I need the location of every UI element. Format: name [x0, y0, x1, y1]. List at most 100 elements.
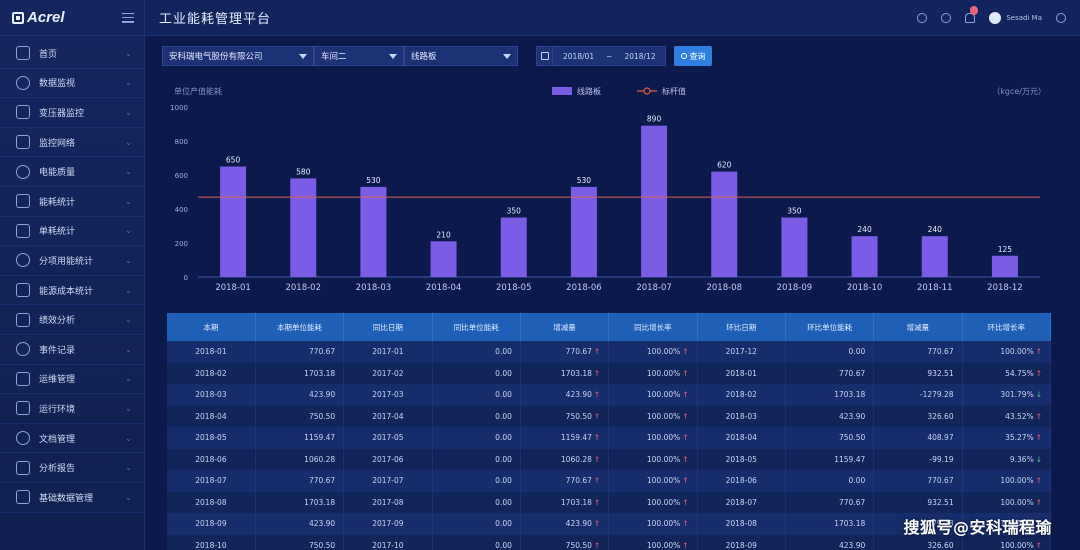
settings-icon[interactable] — [941, 12, 952, 23]
table-cell-value: 2018-04 — [195, 411, 227, 421]
sidebar-item[interactable]: 分项用能统计 ⌄ — [0, 246, 144, 276]
table-cell-value: 2017-07 — [372, 476, 404, 486]
table-cell-value: 100.00% — [646, 476, 681, 486]
date-range-picker[interactable]: 2018/01 ~ 2018/12 — [536, 46, 666, 66]
table-row[interactable]: 2018-10 750.50 2017-10 0.00 750.50 ↑ 100.00% ↑ 2… — [167, 534, 1051, 550]
table-cell: 2018-06 — [167, 448, 256, 470]
sidebar-item[interactable]: 电能质量 ⌄ — [0, 157, 144, 187]
arrow-up-icon: ↑ — [1035, 497, 1042, 507]
menu-toggle-icon[interactable] — [122, 12, 134, 23]
page-title: 工业能耗管理平台 — [159, 12, 272, 27]
arrow-up-icon: ↑ — [1035, 433, 1042, 443]
sidebar-item[interactable]: 事件记录 ⌄ — [0, 335, 144, 365]
table-cell-value: 100.00% — [646, 347, 681, 357]
bar — [360, 186, 387, 277]
table-cell: 1703.18 ↑ — [520, 362, 610, 384]
bar-value-label: 350 — [507, 207, 522, 216]
chevron-down-icon: ⌄ — [125, 315, 132, 325]
y-tick-label: 200 — [175, 240, 188, 248]
table-cell: 750.50 — [255, 534, 345, 550]
table-row[interactable]: 2018-08 1703.18 2017-08 0.00 1703.18 ↑ 100.00%… — [167, 491, 1051, 513]
chevron-down-icon: ⌄ — [125, 344, 132, 354]
arrow-up-icon: ↑ — [682, 476, 689, 486]
table-cell-value: 100.00% — [646, 454, 681, 464]
user-menu[interactable]: Sesadi Ma — [989, 11, 1042, 24]
table-cell: 750.50 — [255, 405, 345, 427]
arrow-up-icon: ↑ — [593, 476, 601, 486]
sidebar-item[interactable]: 文档管理 ⌄ — [0, 424, 144, 454]
bar-value-label: 125 — [998, 245, 1013, 254]
workshop-select[interactable]: 车间二 — [314, 46, 404, 66]
table-cell-value: 770.67 — [565, 476, 592, 486]
sidebar-item[interactable]: 分析报告 ⌄ — [0, 453, 144, 483]
table-row[interactable]: 2018-04 750.50 2017-04 0.00 750.50 ↑ 100.00% ↑ 2… — [167, 405, 1051, 427]
table-cell-value: 1703.18 — [834, 519, 866, 529]
table-cell-value: 932.51 — [927, 368, 954, 378]
table-cell-value: 408.97 — [927, 433, 954, 443]
bar — [430, 241, 457, 277]
table-cell-value: 0.00 — [495, 476, 512, 486]
sidebar-item-label: 分析报告 — [39, 464, 76, 475]
sidebar-item[interactable]: 绩效分析 ⌄ — [0, 305, 144, 335]
sidebar-item[interactable]: 能源成本统计 ⌄ — [0, 276, 144, 306]
table-cell-value: 423.90 — [839, 540, 866, 550]
sidebar-item-label: 变压器监控 — [39, 108, 85, 119]
table-cell: -1279.28 — [873, 513, 963, 535]
table-cell-value: 0.00 — [495, 454, 512, 464]
bar-value-label: 530 — [577, 176, 592, 185]
table-cell-value: 0.00 — [495, 390, 512, 400]
table-cell-value: 0.00 — [495, 368, 512, 378]
line-select[interactable]: 线路板 — [404, 46, 518, 66]
table-cell-value: 2018-06 — [725, 476, 757, 486]
search-icon[interactable] — [917, 12, 928, 23]
table-cell: -99.19 — [873, 448, 963, 470]
arrow-up-icon: ↑ — [682, 433, 689, 443]
table-body: 2018-01 770.67 2017-01 0.00 770.67 ↑ 100.00% ↑ 2… — [167, 341, 1051, 550]
sidebar-item[interactable]: 运行环境 ⌄ — [0, 394, 144, 424]
sidebar-item[interactable]: 运维管理 ⌄ — [0, 365, 144, 395]
table-cell: 2017-08 — [343, 491, 433, 513]
globe-icon[interactable] — [1056, 12, 1066, 23]
table-row[interactable]: 2018-09 423.90 2017-09 0.00 423.90 ↑ 100.00% ↑ 2… — [167, 513, 1051, 535]
query-button[interactable]: 查询 — [674, 46, 712, 66]
table-cell: 2018-06 — [697, 470, 786, 492]
table-row[interactable]: 2018-02 1703.18 2017-02 0.00 1703.18 ↑ 100.00%… — [167, 362, 1051, 384]
sidebar-item[interactable]: 单耗统计 ⌄ — [0, 217, 144, 247]
data-table-container[interactable]: 本期 本期单位能耗 同比日期 同比单位能耗 增减量 同比增长率 环比日期 环比单位能耗 增减量环… — [167, 313, 1051, 550]
table-row[interactable]: 2018-03 423.90 2017-03 0.00 423.90 ↑ 100.00% ↑ 2… — [167, 384, 1051, 406]
table-header-cell: 环比单位能耗 — [785, 313, 875, 341]
table-cell: 100.00% ↑ — [608, 384, 698, 406]
sidebar-item[interactable]: 首页 ⌄ — [0, 39, 144, 69]
chevron-down-icon: ⌄ — [125, 492, 132, 502]
y-tick-label: 600 — [175, 172, 188, 180]
table-row[interactable]: 2018-06 1060.28 2017-06 0.00 1060.28 ↑ 100.00%… — [167, 448, 1051, 470]
table-cell-value: 1703.18 — [304, 368, 336, 378]
table-cell-value: -99.19 — [929, 454, 954, 464]
table-cell: 0.00 — [432, 491, 521, 513]
sidebar-item[interactable]: 能耗统计 ⌄ — [0, 187, 144, 217]
table-cell: 100.00% ↑ — [962, 470, 1051, 492]
bar-value-label: 580 — [296, 167, 311, 176]
sidebar-item[interactable]: 数据监视 ⌄ — [0, 69, 144, 99]
logo-text: Acrel — [27, 9, 65, 26]
table-cell-value: 0.00 — [848, 476, 866, 486]
table-cell-value: 2017-12 — [725, 347, 757, 357]
table-row[interactable]: 2018-05 1159.47 2017-05 0.00 1159.47 ↑ 100.00%… — [167, 427, 1051, 449]
table-row[interactable]: 2018-01 770.67 2017-01 0.00 770.67 ↑ 100.00% ↑ 2… — [167, 341, 1051, 363]
table-cell: 100.00% ↑ — [962, 341, 1051, 363]
table-cell: 2018-08 — [697, 513, 786, 535]
table-cell-value: 750.50 — [565, 540, 592, 550]
acrel-logo-icon — [12, 11, 24, 24]
sidebar-item[interactable]: 基础数据管理 ⌄ — [0, 483, 144, 513]
bell-icon[interactable] — [965, 5, 979, 23]
table-cell-value: 2018-02 — [725, 390, 757, 400]
table-row[interactable]: 2018-07 770.67 2017-07 0.00 770.67 ↑ 100.00% ↑ 2… — [167, 470, 1051, 492]
table-cell: 0.00 — [432, 427, 521, 449]
document-icon — [16, 431, 30, 446]
sidebar-item[interactable]: 监控网络 ⌄ — [0, 128, 144, 158]
sidebar-item[interactable]: 变压器监控 ⌄ — [0, 98, 144, 128]
avatar — [989, 11, 1002, 24]
table-cell: 1060.28 ↑ — [520, 448, 610, 470]
report-icon — [16, 460, 30, 475]
company-select[interactable]: 安科瑞电气股份有限公司 — [162, 46, 314, 66]
